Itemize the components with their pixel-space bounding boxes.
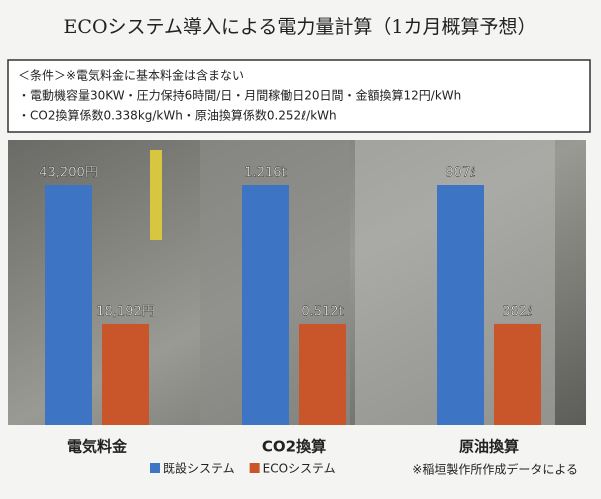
- chart: ECOシステム導入による電力量計算（1カ月概算予想） ＜条件＞※電気料金に基本料…: [0, 0, 601, 499]
- source-note: ※稲垣製作所作成データによる: [412, 462, 578, 477]
- value-label: 1.216t: [244, 166, 286, 181]
- legend-swatch: [150, 463, 160, 473]
- chart-title: ECOシステム導入による電力量計算（1カ月概算予想）: [64, 16, 537, 38]
- bar: [437, 185, 484, 425]
- x-tick-label: 原油換算: [459, 438, 519, 456]
- bar: [242, 185, 289, 425]
- value-label: 382ℓ: [502, 304, 532, 319]
- legend-label: 既設システム: [163, 461, 235, 476]
- bar: [494, 324, 541, 425]
- condition-line: ・電動機容量30KW・圧力保持6時間/日・月間稼働日20日間・金額換算12円/k…: [18, 88, 461, 103]
- value-label: 0.512t: [301, 304, 343, 319]
- legend-label: ECOシステム: [263, 462, 336, 476]
- condition-line: ・CO2換算係数0.338kg/kWh・原油換算係数0.252ℓ/kWh: [18, 108, 337, 123]
- bar: [45, 185, 92, 425]
- legend-swatch: [250, 463, 260, 473]
- bar: [299, 324, 346, 425]
- bar: [102, 324, 149, 425]
- condition-line: ＜条件＞※電気料金に基本料金は含まない: [18, 68, 244, 83]
- photo-detail: [150, 150, 162, 240]
- value-label: 18,192円: [96, 304, 155, 319]
- x-tick-label: 電気料金: [67, 438, 128, 456]
- value-label: 907ℓ: [445, 166, 475, 181]
- value-label: 43,200円: [39, 166, 98, 181]
- x-tick-label: CO2換算: [262, 438, 326, 456]
